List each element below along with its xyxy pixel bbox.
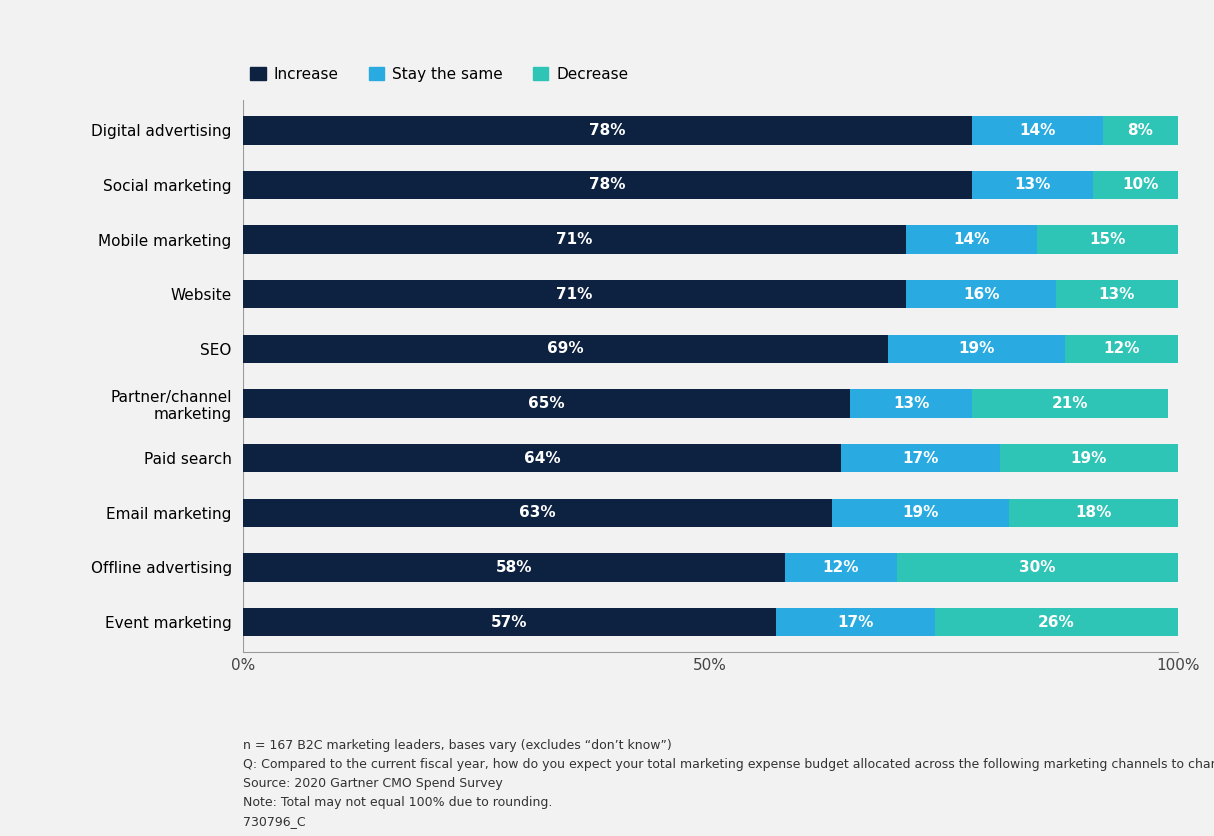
- Bar: [972, 171, 1094, 199]
- Bar: [887, 334, 1066, 363]
- Text: 13%: 13%: [1015, 177, 1051, 192]
- Text: 58%: 58%: [495, 560, 532, 575]
- Text: 64%: 64%: [523, 451, 560, 466]
- Text: 13%: 13%: [1099, 287, 1135, 302]
- Bar: [972, 116, 1102, 145]
- Bar: [1102, 116, 1178, 145]
- Text: 19%: 19%: [958, 341, 994, 356]
- Text: 17%: 17%: [902, 451, 938, 466]
- Text: 63%: 63%: [518, 505, 556, 520]
- Bar: [243, 553, 785, 582]
- Text: 10%: 10%: [1122, 177, 1158, 192]
- Text: 69%: 69%: [548, 341, 584, 356]
- Text: 12%: 12%: [1104, 341, 1140, 356]
- Bar: [785, 553, 897, 582]
- Bar: [1009, 498, 1178, 527]
- Bar: [1066, 334, 1178, 363]
- Text: 71%: 71%: [556, 232, 592, 247]
- Text: 21%: 21%: [1051, 396, 1088, 411]
- Bar: [243, 444, 841, 472]
- Bar: [850, 390, 972, 418]
- Bar: [907, 280, 1056, 308]
- Bar: [897, 553, 1178, 582]
- Text: 78%: 78%: [589, 123, 625, 138]
- Text: 14%: 14%: [1020, 123, 1055, 138]
- Bar: [841, 444, 1000, 472]
- Text: 13%: 13%: [894, 396, 930, 411]
- Bar: [243, 334, 887, 363]
- Legend: Increase, Stay the same, Decrease: Increase, Stay the same, Decrease: [250, 67, 628, 82]
- Bar: [243, 498, 832, 527]
- Text: 26%: 26%: [1038, 614, 1074, 630]
- Text: n = 167 B2C marketing leaders, bases vary (excludes “don’t know”)
Q: Compared to: n = 167 B2C marketing leaders, bases var…: [243, 739, 1214, 828]
- Bar: [1094, 171, 1187, 199]
- Text: 12%: 12%: [823, 560, 860, 575]
- Bar: [832, 498, 1009, 527]
- Text: 71%: 71%: [556, 287, 592, 302]
- Bar: [972, 390, 1168, 418]
- Text: 8%: 8%: [1128, 123, 1153, 138]
- Text: 17%: 17%: [836, 614, 873, 630]
- Text: 78%: 78%: [589, 177, 625, 192]
- Bar: [243, 171, 972, 199]
- Text: 14%: 14%: [954, 232, 991, 247]
- Text: 19%: 19%: [902, 505, 938, 520]
- Text: 65%: 65%: [528, 396, 565, 411]
- Text: 30%: 30%: [1019, 560, 1056, 575]
- Text: 18%: 18%: [1076, 505, 1112, 520]
- Text: 57%: 57%: [490, 614, 527, 630]
- Bar: [935, 608, 1178, 636]
- Bar: [243, 226, 907, 254]
- Bar: [1037, 226, 1178, 254]
- Bar: [1000, 444, 1178, 472]
- Bar: [243, 608, 776, 636]
- Text: 19%: 19%: [1071, 451, 1107, 466]
- Text: 15%: 15%: [1089, 232, 1125, 247]
- Text: 16%: 16%: [963, 287, 999, 302]
- Bar: [1056, 280, 1178, 308]
- Bar: [243, 390, 850, 418]
- Bar: [907, 226, 1037, 254]
- Bar: [243, 116, 972, 145]
- Bar: [243, 280, 907, 308]
- Bar: [776, 608, 935, 636]
